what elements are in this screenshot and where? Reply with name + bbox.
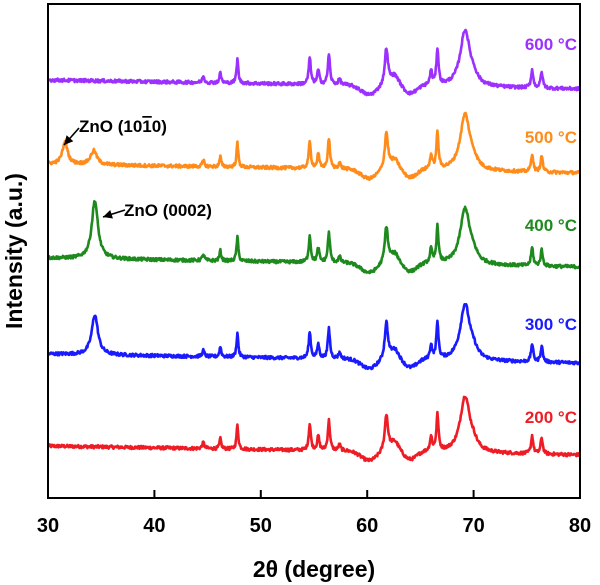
annotation-arrows: [63, 127, 126, 219]
series-line-400 °C: [47, 200, 581, 275]
annotation-arrow-1010-head: [64, 135, 74, 145]
x-tick-label: 50: [250, 515, 272, 537]
annotation-zno-1010: ZnO (1010): [79, 117, 167, 136]
x-tick-label: 40: [143, 515, 165, 537]
series-label: 200 °C: [525, 408, 577, 427]
series-label: 300 °C: [525, 315, 577, 334]
series-label: 500 °C: [525, 128, 577, 147]
x-axis: 30 40 50 60 70 80: [37, 490, 591, 537]
y-axis-title: Intensity (a.u.): [1, 173, 27, 329]
series-line-300 °C: [46, 303, 582, 371]
annotation-zno-0002: ZnO (0002): [124, 201, 212, 220]
annotations: ZnO (1010) ZnO (0002): [63, 117, 212, 220]
series-label: 400 °C: [525, 216, 577, 235]
x-tick-label: 30: [37, 515, 59, 537]
x-axis-title: 2θ (degree): [253, 556, 375, 582]
series-line-600 °C: [46, 28, 582, 97]
x-tick-label: 70: [462, 515, 484, 537]
series-label: 600 °C: [525, 35, 577, 54]
x-tick-label: 60: [356, 515, 378, 537]
series-line-200 °C: [46, 395, 581, 463]
annotation-arrow-0002-head: [103, 209, 113, 219]
series-line-500 °C: [46, 111, 582, 182]
plot-frame: [47, 3, 581, 499]
x-tick-label: 80: [569, 515, 591, 537]
series-labels: 200 °C 300 °C 400 °C 500 °C 600 °C: [525, 35, 577, 427]
series-layer: [46, 28, 582, 463]
